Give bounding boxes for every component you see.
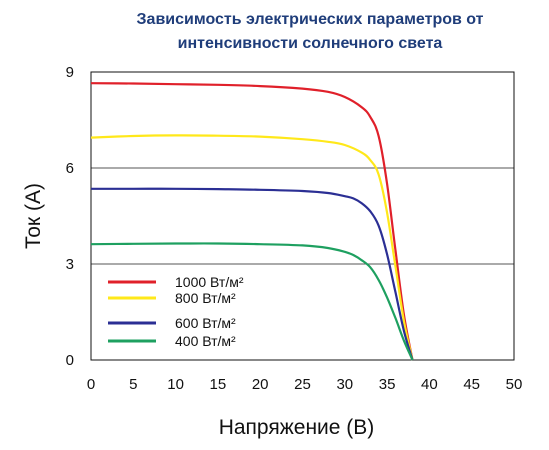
x-tick-label: 40	[421, 376, 438, 393]
y-tick-label: 6	[66, 160, 74, 177]
x-axis-label: Напряжение (В)	[219, 416, 375, 439]
legend-label: 400 Вт/м²	[175, 333, 236, 349]
y-tick-label: 0	[66, 352, 74, 369]
y-tick-labels: 0 3 6 9	[66, 64, 74, 369]
y-tick-label: 9	[66, 64, 74, 81]
chart-title-line-2: интенсивности солнечного света	[177, 35, 443, 52]
y-axis-label: Ток (А)	[22, 183, 45, 249]
legend-label: 800 Вт/м²	[175, 290, 236, 306]
series-line-2	[90, 134, 414, 361]
x-tick-label: 50	[506, 376, 523, 393]
series-line-3	[91, 187, 414, 361]
x-tick-label: 25	[294, 376, 311, 393]
legend-label: 600 Вт/м²	[175, 315, 236, 331]
chart-title: Зависимость электрических параметров от …	[110, 8, 510, 56]
x-tick-label: 5	[129, 376, 137, 393]
x-tick-labels: 0 5 10 15 20 25 30 35 40 45 50	[87, 376, 523, 393]
x-tick-label: 15	[210, 376, 227, 393]
series-line-1	[90, 82, 414, 361]
x-tick-label: 30	[336, 376, 353, 393]
legend-label: 1000 Вт/м²	[175, 274, 244, 290]
series-lines	[90, 82, 414, 361]
y-tick-label: 3	[66, 256, 74, 273]
x-tick-label: 0	[87, 376, 95, 393]
grid-lines	[91, 167, 514, 265]
plot-frame	[90, 71, 515, 361]
series-line-4	[90, 242, 414, 361]
x-tick-label: 45	[463, 376, 480, 393]
x-tick-label: 20	[252, 376, 269, 393]
chart-title-line-1: Зависимость электрических параметров от	[136, 11, 484, 28]
x-tick-label: 10	[167, 376, 184, 393]
x-tick-label: 35	[379, 376, 396, 393]
